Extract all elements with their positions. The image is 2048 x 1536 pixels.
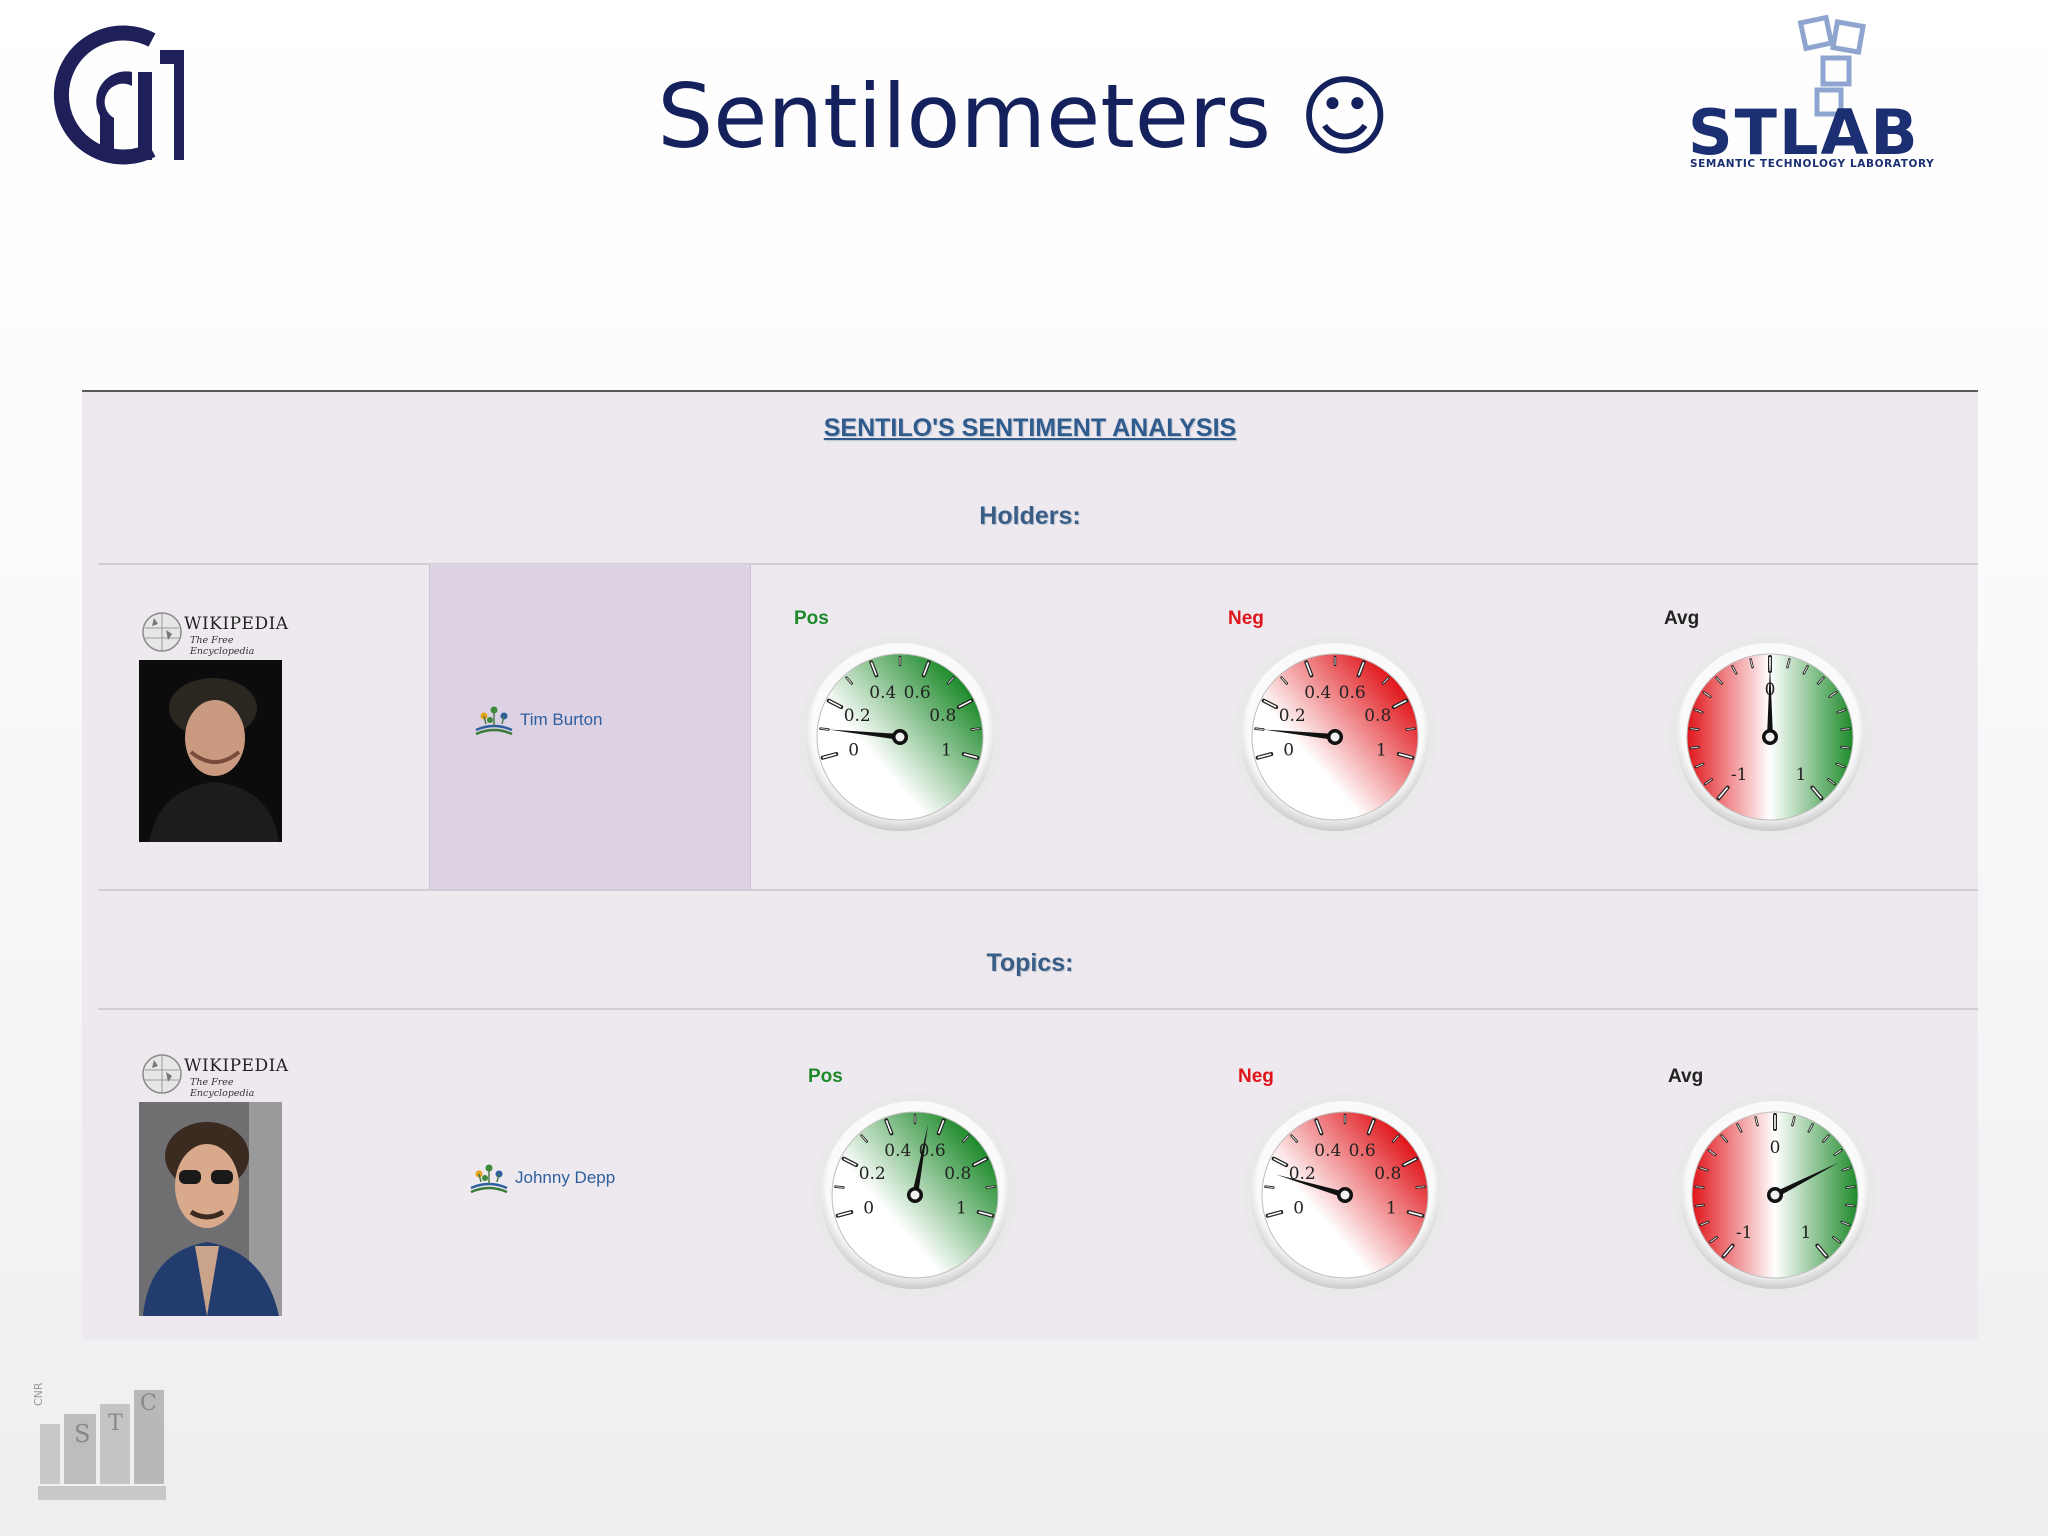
gauge-tick-label: 0.8 [1364, 706, 1391, 726]
gauge-tick-label: -1 [1731, 765, 1748, 785]
gauge-needle [1767, 665, 1773, 737]
gauge-tick-label: 0.6 [904, 683, 931, 703]
topics-heading: Topics: [986, 949, 1074, 977]
svg-text:C: C [140, 1391, 157, 1416]
gauge-tick-label: 0 [848, 740, 859, 760]
sentiment-panel: SENTILO'S SENTIMENT ANALYSIS Holders: WI… [82, 390, 1978, 1340]
neg-gauge-label: Neg [1238, 1066, 1274, 1087]
wikipedia-tagline: The Free Encyclopedia [190, 1077, 255, 1099]
gauge-needle [1263, 729, 1336, 740]
gauge-tick-label: 0.4 [1304, 683, 1331, 703]
wikipedia-logo[interactable]: WIKIPEDIA The Free Encyclopedia [140, 1052, 290, 1099]
stlab-logo [1797, 14, 1866, 117]
holder-avg-gauge: -101 [1668, 635, 1872, 839]
gauge-tick-label: 1 [1795, 765, 1806, 785]
gauge-tick-label: 1 [1800, 1223, 1811, 1243]
wikipedia-globe-icon [142, 612, 182, 652]
avg-gauge-label: Avg [1664, 608, 1700, 629]
gauge-tick-label: 1 [941, 740, 952, 760]
gauge-tick-label: 0.6 [1349, 1141, 1376, 1161]
wikipedia-name: WIKIPEDIA [184, 614, 289, 634]
divider [98, 1008, 1978, 1010]
istc-logo: CNR S T C [34, 1382, 166, 1500]
gauge-tick-label: 0.8 [929, 706, 956, 726]
stlab-wordmark: STLAB [1688, 96, 1920, 169]
cnr-logo [53, 25, 184, 165]
gauge-tick-label: 1 [956, 1198, 967, 1218]
gauge-tick-label: 0.2 [844, 706, 871, 726]
gauge-tick-label: 0.6 [919, 1141, 946, 1161]
gauge-tick-label: 0 [1283, 740, 1294, 760]
gauge-tick-label: 1 [1376, 740, 1387, 760]
topic-photo [139, 1102, 282, 1316]
topic-name: Johnny Depp [515, 1168, 616, 1187]
gauge-needle [912, 1124, 929, 1196]
svg-text:S: S [74, 1420, 90, 1448]
gauge-tick-label: 0 [1770, 1138, 1781, 1158]
holder-name: Tim Burton [520, 710, 603, 729]
divider [98, 889, 1978, 891]
stlab-subtitle: SEMANTIC TECHNOLOGY LABORATORY [1690, 158, 1935, 170]
gauge-tick-label: 0.4 [1314, 1141, 1341, 1161]
holders-heading: Holders: [979, 502, 1081, 530]
topic-avg-gauge: -1 0 1 [1673, 1093, 1877, 1297]
gauge-needle [828, 729, 901, 740]
entity-icon [475, 706, 513, 736]
holder-neg-gauge: 0 0.2 0.4 0.6 0.8 1 [1233, 635, 1437, 839]
wikipedia-logo[interactable]: WIKIPEDIA The Free Encyclopedia [140, 610, 290, 657]
gauge-tick-label: 0.8 [1374, 1164, 1401, 1184]
gauge-needle [1773, 1162, 1840, 1198]
gauge-needle [1275, 1174, 1346, 1198]
wikipedia-globe-icon [142, 1054, 182, 1094]
gauge-tick-label: 0.2 [1279, 706, 1306, 726]
slide-title: Sentilometers ☺ [657, 65, 1391, 168]
gauge-tick-label: 0.4 [869, 683, 896, 703]
gauge-tick-label: 0 [1293, 1198, 1304, 1218]
pos-gauge-label: Pos [808, 1066, 843, 1087]
holder-pos-gauge: 0 0.2 0.4 0.6 0.8 1 [798, 635, 1002, 839]
gauge-tick-label: 0.2 [1289, 1164, 1316, 1184]
entity-icon [470, 1164, 508, 1194]
wikipedia-tagline: The Free Encyclopedia [190, 635, 255, 657]
divider [98, 563, 1978, 565]
pos-gauge-label: Pos [794, 608, 829, 629]
neg-gauge-label: Neg [1228, 608, 1264, 629]
gauge-tick-label: 0 [863, 1198, 874, 1218]
holder-photo [139, 660, 282, 842]
gauge-tick-label: 1 [1386, 1198, 1397, 1218]
gauge-tick-label: 0.2 [859, 1164, 886, 1184]
gauge-tick-label: 0.6 [1339, 683, 1366, 703]
avg-gauge-label: Avg [1668, 1066, 1704, 1087]
panel-title[interactable]: SENTILO'S SENTIMENT ANALYSIS [823, 414, 1237, 442]
gauge-tick-label: -1 [1736, 1223, 1753, 1243]
svg-text:T: T [108, 1411, 123, 1436]
gauge-tick-label: 0.4 [884, 1141, 911, 1161]
topic-neg-gauge: 0 0.2 0.4 0.6 0.8 1 [1243, 1093, 1447, 1297]
svg-text:CNR: CNR [34, 1382, 45, 1406]
wikipedia-name: WIKIPEDIA [184, 1056, 289, 1076]
gauge-tick-label: 0.8 [944, 1164, 971, 1184]
topic-pos-gauge: 0 0.2 0.4 0.6 0.8 1 [813, 1093, 1017, 1297]
